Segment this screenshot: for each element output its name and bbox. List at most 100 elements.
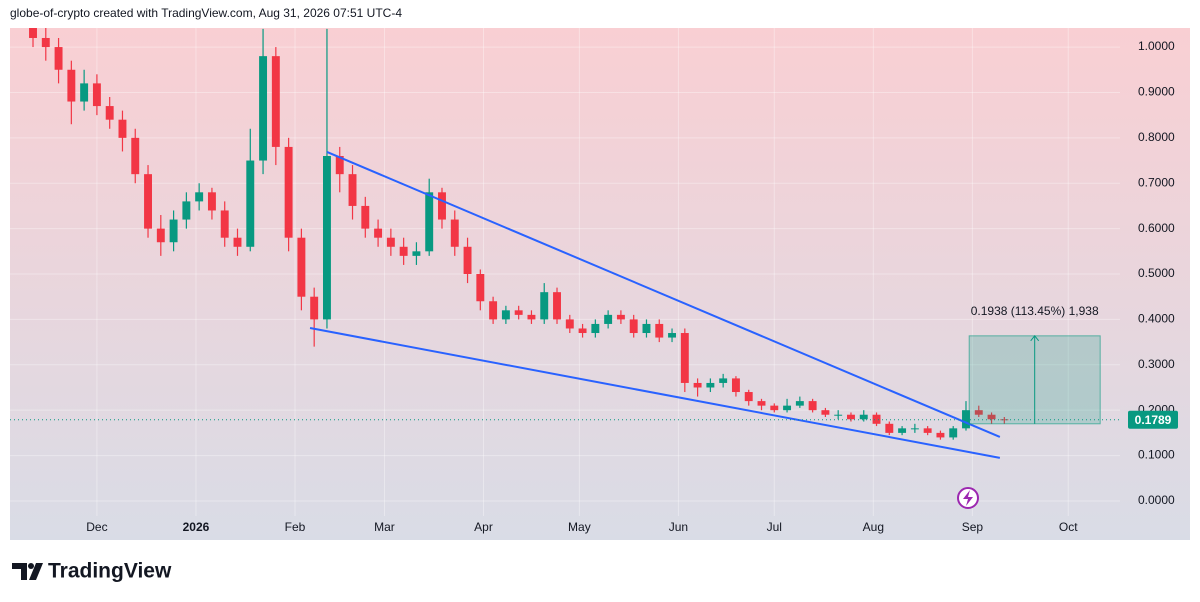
y-tick-label: 0.0000 (1138, 493, 1175, 507)
candle-body (322, 156, 331, 320)
candle-body (821, 410, 830, 415)
last-price-label: 0.1789 (1135, 413, 1172, 427)
x-tick-label: 2026 (183, 520, 210, 534)
candle-body (1000, 419, 1009, 421)
candle-body (284, 146, 293, 238)
candle-body (361, 205, 370, 229)
y-tick-label: 0.8000 (1138, 130, 1175, 144)
candle-body (719, 378, 728, 383)
candle-body (118, 119, 127, 138)
candle-body (783, 405, 792, 411)
candle-body (744, 392, 753, 402)
candle-body (80, 83, 89, 102)
candle-body (706, 382, 715, 388)
candle-body (680, 333, 689, 383)
candle-body (923, 428, 932, 433)
candle-body (399, 246, 408, 256)
candle-body (246, 160, 255, 247)
candle-body (335, 156, 344, 175)
candle-body (616, 314, 625, 320)
candle-body (949, 428, 958, 438)
candle-body (233, 237, 242, 247)
candle-body (655, 323, 664, 338)
candle-body (92, 83, 101, 107)
candle-body (438, 192, 446, 220)
candle-body (885, 423, 894, 433)
axes: 0.00000.10000.20000.30000.40000.50000.60… (86, 39, 1178, 534)
candle-body (297, 237, 306, 297)
trendline (326, 150, 1001, 438)
candle-body (386, 237, 395, 247)
y-tick-label: 0.9000 (1138, 85, 1175, 99)
candle-body (565, 319, 574, 329)
candle-body (808, 401, 817, 411)
candle-body (207, 192, 216, 211)
candle-body (757, 401, 766, 406)
candle-body (169, 219, 178, 243)
candle-body (348, 174, 357, 206)
candle-body (834, 414, 843, 416)
candle-body (731, 378, 740, 393)
x-tick-label: Mar (374, 520, 395, 534)
y-tick-label: 0.1000 (1138, 448, 1175, 462)
x-tick-label: Sep (962, 520, 984, 534)
chart-background (10, 28, 1190, 540)
candle-body (642, 323, 651, 334)
candle-body (974, 410, 983, 415)
candle-body (67, 69, 76, 102)
candle-body (54, 47, 63, 70)
candle-body (29, 28, 37, 38)
x-tick-label: May (568, 520, 591, 534)
x-tick-label: Oct (1059, 520, 1078, 534)
candle-body (412, 251, 421, 256)
x-tick-label: Dec (86, 520, 107, 534)
candle-body (220, 210, 229, 238)
x-tick-label: Feb (285, 520, 306, 534)
brand-name: TradingView (48, 560, 172, 583)
candle-body (770, 405, 779, 411)
candle-body (374, 228, 383, 238)
candle-body (604, 314, 613, 324)
candle-body (310, 296, 319, 320)
y-tick-label: 1.0000 (1138, 39, 1175, 53)
candle-body (501, 310, 510, 320)
candle-body (693, 382, 702, 388)
last-price-tag (1128, 410, 1178, 429)
candle-body (578, 328, 587, 334)
candle-body (553, 292, 561, 320)
candle-body (41, 37, 50, 48)
candle-body (476, 274, 485, 302)
candle-body (131, 137, 140, 175)
y-tick-label: 0.7000 (1138, 175, 1175, 189)
candle-body (156, 228, 165, 243)
y-tick-label: 0.4000 (1138, 312, 1175, 326)
x-tick-label: Aug (863, 520, 884, 534)
x-tick-label: Jun (669, 520, 688, 534)
candle-body (591, 323, 600, 334)
candle-body (527, 314, 536, 320)
y-tick-label: 0.5000 (1138, 266, 1175, 280)
event-icon (957, 487, 979, 509)
candle-body (936, 432, 945, 438)
candle-body (105, 106, 114, 120)
candle-body (182, 201, 191, 220)
y-tick-label: 0.3000 (1138, 357, 1175, 371)
candle-body (271, 56, 280, 147)
x-tick-label: Apr (474, 520, 493, 534)
candle-body (987, 414, 996, 420)
trendline (309, 327, 1001, 459)
candle-body (195, 192, 204, 202)
candle-body (489, 301, 498, 320)
candle-body (463, 246, 472, 275)
candle-body (898, 428, 907, 433)
candle-body (144, 174, 152, 229)
x-tick-label: Jul (767, 520, 782, 534)
candle-body (859, 414, 868, 420)
y-tick-label: 0.6000 (1138, 221, 1175, 235)
candle-body (962, 410, 970, 429)
candle-body (910, 428, 919, 430)
candle-body (450, 219, 459, 247)
candle-body (425, 192, 434, 252)
candle-body (629, 319, 638, 334)
